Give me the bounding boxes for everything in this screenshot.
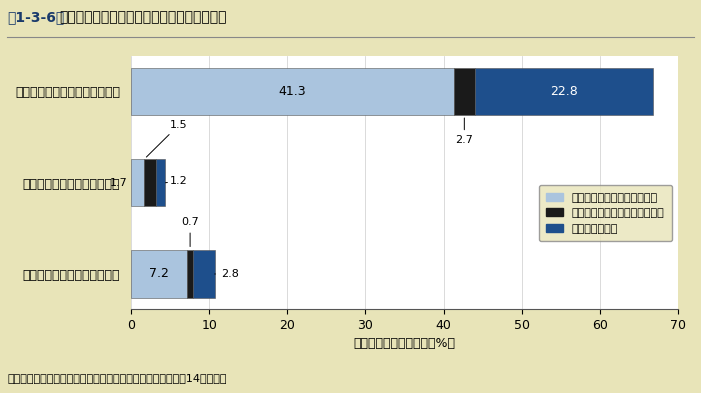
Text: 22.8: 22.8 [550, 85, 578, 98]
Text: 民間企業における研究職と事務職の賃金格差: 民間企業における研究職と事務職の賃金格差 [60, 10, 227, 24]
Text: 資料：文部科学省「民間企業の研究活動に関する調査（平成14年度）」: 資料：文部科学省「民間企業の研究活動に関する調査（平成14年度）」 [7, 373, 226, 383]
Text: 2.8: 2.8 [215, 269, 239, 279]
Bar [454, 68, 475, 115]
Legend: 業務や能力の評価結果による, 管理職等の役職の数の差による, 賃金体系による: 業務や能力の評価結果による, 管理職等の役職の数の差による, 賃金体系による [538, 185, 672, 241]
Bar [131, 68, 454, 115]
Bar [131, 250, 187, 298]
Text: 1.5: 1.5 [147, 120, 188, 157]
Text: 2.7: 2.7 [456, 118, 473, 145]
Text: 1.2: 1.2 [165, 176, 188, 186]
Text: 第1-3-6図: 第1-3-6図 [7, 10, 64, 24]
Bar [131, 159, 144, 206]
X-axis label: 全回答数に占める割合（%）: 全回答数に占める割合（%） [353, 338, 456, 351]
Text: 0.7: 0.7 [182, 217, 199, 246]
Text: 41.3: 41.3 [278, 85, 306, 98]
Text: 7.2: 7.2 [149, 268, 169, 281]
Bar [144, 159, 156, 206]
Text: 1.7: 1.7 [110, 178, 128, 188]
Bar [187, 250, 193, 298]
Bar [475, 68, 653, 115]
Bar [156, 159, 165, 206]
Bar [193, 250, 215, 298]
